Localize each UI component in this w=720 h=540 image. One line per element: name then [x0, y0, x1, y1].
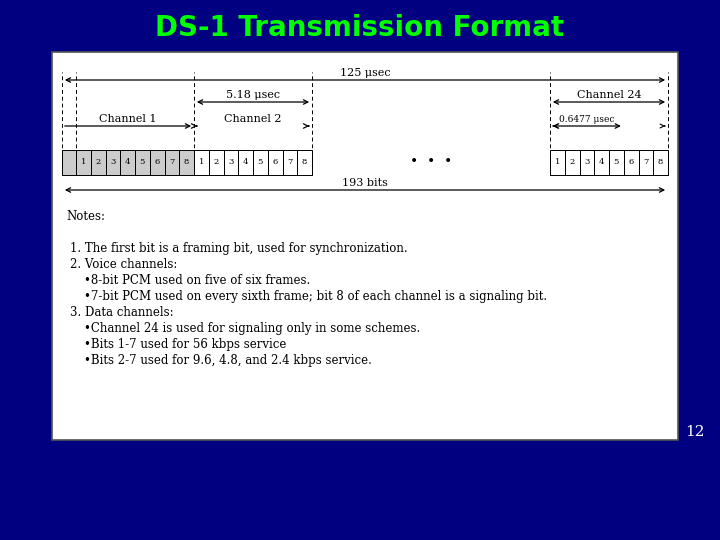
Text: 2: 2: [96, 159, 101, 166]
Bar: [297, 150, 312, 175]
Bar: [624, 150, 639, 175]
Text: 8: 8: [184, 159, 189, 166]
Bar: [120, 150, 135, 175]
Text: DS-1 Transmission Format: DS-1 Transmission Format: [156, 14, 564, 42]
Bar: [639, 150, 653, 175]
Text: 6: 6: [629, 159, 634, 166]
Bar: [164, 150, 179, 175]
Bar: [76, 150, 91, 175]
Bar: [62, 150, 76, 175]
Text: 2: 2: [214, 159, 219, 166]
Text: 5: 5: [613, 159, 619, 166]
Text: 125 μsec: 125 μsec: [340, 68, 390, 78]
Text: 7: 7: [287, 159, 292, 166]
Bar: [179, 150, 194, 175]
Text: Channel 2: Channel 2: [224, 114, 282, 124]
Text: 7: 7: [169, 159, 174, 166]
Text: •Bits 1-7 used for 56 kbps service: •Bits 1-7 used for 56 kbps service: [84, 338, 287, 351]
Bar: [253, 150, 268, 175]
Text: 7: 7: [643, 159, 649, 166]
Text: 0.6477 μsec: 0.6477 μsec: [559, 115, 615, 124]
Text: 4: 4: [243, 159, 248, 166]
Text: 1: 1: [81, 159, 86, 166]
Text: 3. Data channels:: 3. Data channels:: [70, 306, 174, 319]
Text: 2: 2: [570, 159, 575, 166]
Text: 1: 1: [199, 159, 204, 166]
Text: 3: 3: [110, 159, 116, 166]
Text: Notes:: Notes:: [66, 210, 105, 223]
Bar: [653, 150, 668, 175]
Text: 5.18 μsec: 5.18 μsec: [226, 90, 280, 100]
Bar: [209, 150, 223, 175]
Bar: [282, 150, 297, 175]
Bar: [238, 150, 253, 175]
Bar: [194, 150, 209, 175]
Text: 193 bits: 193 bits: [342, 178, 388, 188]
Bar: [580, 150, 594, 175]
Text: 5: 5: [140, 159, 145, 166]
Text: 6: 6: [272, 159, 278, 166]
Bar: [91, 150, 106, 175]
Text: •Channel 24 is used for signaling only in some schemes.: •Channel 24 is used for signaling only i…: [84, 322, 420, 335]
Text: Channel 1: Channel 1: [99, 114, 157, 124]
Bar: [268, 150, 282, 175]
Text: •8-bit PCM used on five of six frames.: •8-bit PCM used on five of six frames.: [84, 274, 310, 287]
Bar: [564, 150, 580, 175]
Bar: [150, 150, 164, 175]
Text: •7-bit PCM used on every sixth frame; bit 8 of each channel is a signaling bit.: •7-bit PCM used on every sixth frame; bi…: [84, 290, 547, 303]
Text: Channel 24: Channel 24: [577, 90, 642, 100]
Text: 4: 4: [125, 159, 130, 166]
Text: 12: 12: [685, 425, 705, 439]
Text: 3: 3: [228, 159, 233, 166]
Text: 5: 5: [258, 159, 263, 166]
Text: 6: 6: [155, 159, 160, 166]
Text: •Bits 2-7 used for 9.6, 4.8, and 2.4 kbps service.: •Bits 2-7 used for 9.6, 4.8, and 2.4 kbp…: [84, 354, 372, 367]
Text: 8: 8: [658, 159, 663, 166]
Text: 1: 1: [554, 159, 560, 166]
Text: •  •  •: • • •: [410, 156, 452, 170]
Text: 4: 4: [599, 159, 604, 166]
Text: 3: 3: [584, 159, 590, 166]
Bar: [135, 150, 150, 175]
Bar: [609, 150, 624, 175]
Bar: [550, 150, 564, 175]
Bar: [594, 150, 609, 175]
Text: 1. The first bit is a framing bit, used for synchronization.: 1. The first bit is a framing bit, used …: [70, 242, 408, 255]
Text: 2. Voice channels:: 2. Voice channels:: [70, 258, 177, 271]
FancyBboxPatch shape: [52, 52, 678, 440]
Text: 8: 8: [302, 159, 307, 166]
Bar: [223, 150, 238, 175]
Bar: [106, 150, 120, 175]
